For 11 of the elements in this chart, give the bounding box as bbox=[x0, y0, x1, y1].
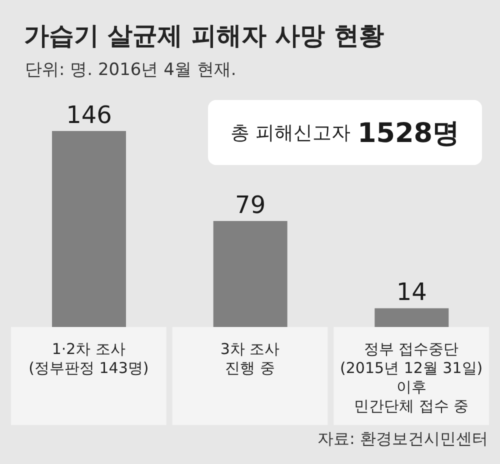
x-tick-label: 3차 조사 진행 중 bbox=[220, 340, 280, 377]
note-box: 총 피해신고자 1528명 bbox=[208, 100, 482, 165]
x-tick-label: 1·2차 조사 (정부판정 143명) bbox=[28, 340, 149, 377]
data-label: 14 bbox=[396, 278, 427, 306]
annotation: 총 피해신고자 1528명 bbox=[230, 118, 460, 148]
data-label: 79 bbox=[235, 190, 266, 219]
x-tick-label: 정부 접수중단 (2015년 12월 31일) 이후 민간단체 접수 중 bbox=[340, 340, 483, 415]
chart-subtitle: 단위: 명. 2016년 4월 현재. bbox=[25, 60, 236, 80]
chart-title: 가습기 살균제 피해자 사망 현황 bbox=[24, 21, 384, 50]
data-label: 146 bbox=[66, 101, 112, 129]
text: 자료: 환경보건시민센터 bbox=[318, 429, 488, 448]
